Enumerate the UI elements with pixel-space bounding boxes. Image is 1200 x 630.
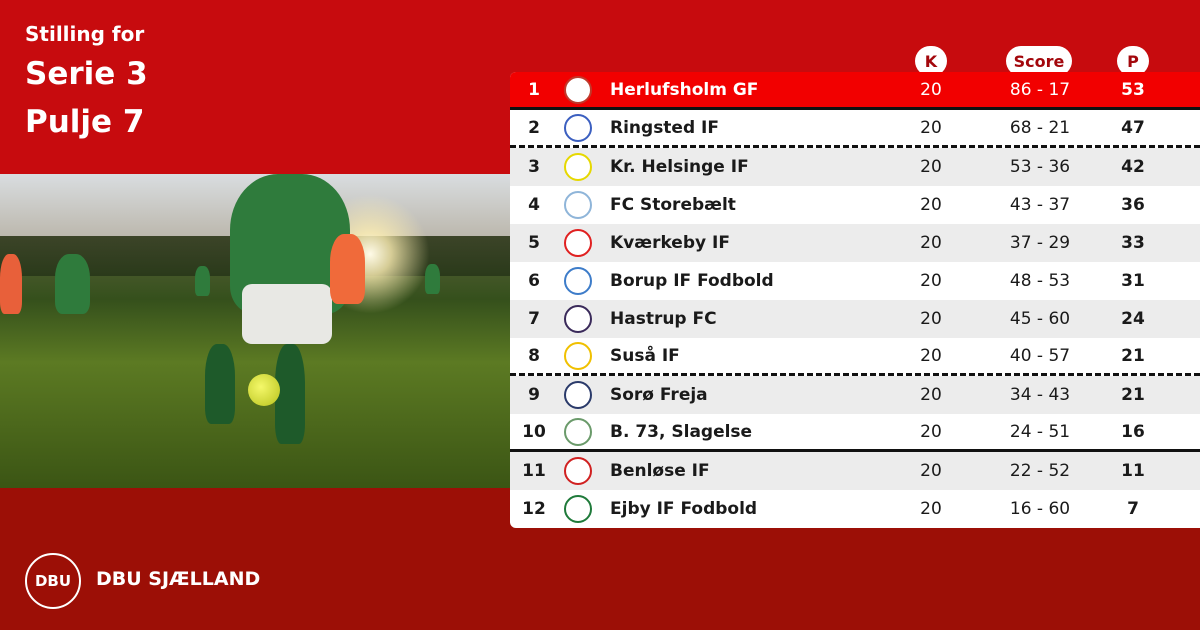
team-name: Borup IF Fodbold: [610, 271, 774, 291]
table-row: 7 Hastrup FC 20 45 - 60 24: [510, 300, 1200, 338]
points: 11: [1121, 461, 1145, 481]
team-logo-icon: [564, 418, 592, 446]
table-row: 8 Suså IF 20 40 - 57 21: [510, 338, 1200, 376]
team-logo-icon: [564, 495, 592, 523]
matches-played: 20: [920, 309, 942, 329]
points: 7: [1127, 499, 1139, 519]
team-name: Benløse IF: [610, 461, 710, 481]
points: 33: [1121, 233, 1145, 253]
table-row: 9 Sorø Freja 20 34 - 43 21: [510, 376, 1200, 414]
ball: [248, 374, 280, 406]
team-logo-icon: [564, 267, 592, 295]
rank: 10: [522, 421, 546, 442]
team-name: Sorø Freja: [610, 385, 708, 405]
col-header-score: Score: [1006, 46, 1072, 76]
matches-played: 20: [920, 499, 942, 519]
rank: 3: [528, 157, 540, 177]
points: 36: [1121, 195, 1145, 215]
rank: 4: [528, 195, 540, 215]
matches-played: 20: [920, 79, 942, 100]
table-row: 3 Kr. Helsinge IF 20 53 - 36 42: [510, 148, 1200, 186]
points: 21: [1121, 385, 1145, 405]
team-logo-icon: [564, 457, 592, 485]
team-logo-icon: [564, 114, 592, 142]
points: 21: [1121, 345, 1145, 366]
table-row: 12 Ejby IF Fodbold 20 16 - 60 7: [510, 490, 1200, 528]
rank: 1: [528, 79, 540, 100]
team-name: Suså IF: [610, 345, 680, 366]
matches-played: 20: [920, 461, 942, 481]
col-header-k: K: [915, 46, 947, 76]
goal-score: 34 - 43: [1009, 385, 1071, 405]
rank: 8: [528, 345, 540, 366]
goal-score: 22 - 52: [1009, 461, 1071, 481]
goal-score: 37 - 29: [1009, 233, 1071, 253]
team-logo-icon: [564, 76, 592, 104]
goal-score: 53 - 36: [1009, 157, 1071, 177]
matches-played: 20: [920, 157, 942, 177]
table-row: 2 Ringsted IF 20 68 - 21 47: [510, 110, 1200, 148]
team-name: Kr. Helsinge IF: [610, 157, 749, 177]
rank: 2: [528, 117, 540, 138]
table-row: 1 Herlufsholm GF 20 86 - 17 53: [510, 72, 1200, 110]
matches-played: 20: [920, 195, 942, 215]
team-logo-icon: [564, 381, 592, 409]
team-logo-icon: [564, 191, 592, 219]
goal-score: 40 - 57: [1009, 345, 1071, 366]
table-row: 11 Benløse IF 20 22 - 52 11: [510, 452, 1200, 490]
team-name: FC Storebælt: [610, 195, 736, 215]
col-header-p: P: [1117, 46, 1149, 76]
standings-table: 1 Herlufsholm GF 20 86 - 17 53 2 Ringsted…: [510, 72, 1200, 528]
rank: 7: [528, 309, 540, 329]
points: 16: [1121, 421, 1145, 442]
table-row: 5 Kværkeby IF 20 37 - 29 33: [510, 224, 1200, 262]
goal-score: 43 - 37: [1009, 195, 1071, 215]
table-row: 10 B. 73, Slagelse 20 24 - 51 16: [510, 414, 1200, 452]
rank: 12: [522, 499, 546, 519]
matches-played: 20: [920, 233, 942, 253]
goal-score: 24 - 51: [1009, 421, 1071, 442]
team-logo-icon: [564, 153, 592, 181]
matches-played: 20: [920, 385, 942, 405]
points: 53: [1121, 79, 1145, 100]
matches-played: 20: [920, 271, 942, 291]
table-row: 4 FC Storebælt 20 43 - 37 36: [510, 186, 1200, 224]
team-logo-icon: [564, 305, 592, 333]
points: 31: [1121, 271, 1145, 291]
title-league: Serie 3: [25, 56, 148, 92]
goal-score: 48 - 53: [1009, 271, 1071, 291]
football-photo: [0, 174, 510, 488]
team-name: Herlufsholm GF: [610, 79, 759, 100]
team-name: Hastrup FC: [610, 309, 717, 329]
brand-name: DBU SJÆLLAND: [96, 568, 261, 590]
goal-score: 45 - 60: [1009, 309, 1071, 329]
rank: 9: [528, 385, 540, 405]
goal-score: 86 - 17: [1009, 79, 1071, 100]
rank: 11: [522, 461, 546, 481]
title-pool: Pulje 7: [25, 104, 145, 140]
team-name: Ejby IF Fodbold: [610, 499, 758, 519]
dbu-logo: DBU: [25, 553, 81, 609]
table-row: 6 Borup IF Fodbold 20 48 - 53 31: [510, 262, 1200, 300]
title-line1: Stilling for: [25, 22, 145, 46]
rank: 6: [528, 271, 540, 291]
team-name: B. 73, Slagelse: [610, 421, 753, 442]
matches-played: 20: [920, 421, 942, 442]
team-logo-icon: [564, 342, 592, 370]
goal-score: 68 - 21: [1009, 117, 1071, 138]
matches-played: 20: [920, 117, 942, 138]
matches-played: 20: [920, 345, 942, 366]
team-name: Kværkeby IF: [610, 233, 730, 253]
team-name: Ringsted IF: [610, 117, 719, 138]
team-logo-icon: [564, 229, 592, 257]
points: 47: [1121, 117, 1145, 138]
rank: 5: [528, 233, 540, 253]
points: 24: [1121, 309, 1145, 329]
goal-score: 16 - 60: [1009, 499, 1071, 519]
points: 42: [1121, 157, 1145, 177]
